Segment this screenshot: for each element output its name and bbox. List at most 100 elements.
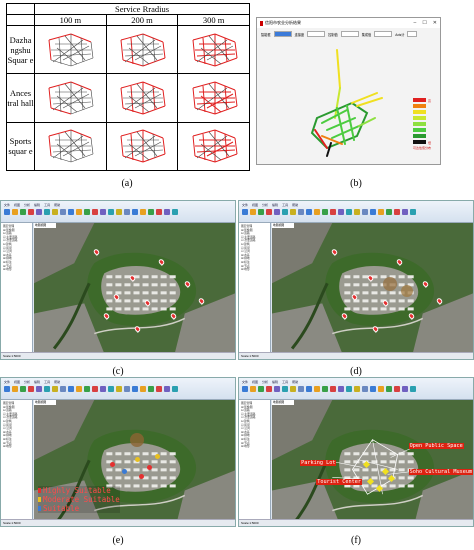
tree-item[interactable]: ⊞ 影像图 (241, 227, 253, 232)
tool-icon[interactable] (410, 209, 416, 215)
poi-marker-icon[interactable] (407, 312, 416, 321)
tree-item[interactable]: ⊞ 水系 (241, 252, 250, 257)
poi-marker-icon[interactable] (102, 312, 111, 321)
poi-marker-icon[interactable] (371, 325, 379, 334)
tool-icon[interactable] (370, 209, 376, 215)
poi-marker-icon[interactable] (92, 247, 101, 256)
ribbon-tab[interactable]: 视图 (252, 203, 259, 207)
poi-marker-icon[interactable] (113, 293, 121, 301)
tab-map-view[interactable]: 地图视图 (34, 223, 56, 228)
tree-item[interactable]: ⊞ 地形 (3, 267, 12, 272)
tree-item[interactable]: ⊞ 影像图 (3, 404, 15, 409)
tool-icon[interactable] (322, 209, 328, 215)
tool-icon[interactable] (164, 209, 170, 215)
tool-icon[interactable] (306, 386, 312, 392)
tree-item[interactable]: ⊞ 标注 (241, 436, 250, 441)
poi-marker-icon[interactable] (435, 296, 444, 305)
poi-marker-icon[interactable] (129, 273, 137, 282)
tree-item[interactable]: ⊞ 节点 (3, 440, 12, 445)
tool-icon[interactable] (362, 386, 368, 392)
ribbon-tab[interactable]: 视图 (252, 380, 259, 384)
tool-icon[interactable] (4, 386, 10, 392)
tree-item[interactable]: ⊞ 绿地 (241, 256, 250, 261)
tool-icon[interactable] (12, 209, 18, 215)
poi-marker-icon[interactable] (421, 280, 430, 288)
poi-marker-icon[interactable] (157, 258, 165, 266)
tool-icon[interactable] (28, 209, 34, 215)
tool-icon[interactable] (4, 209, 10, 215)
tool-icon[interactable] (108, 209, 114, 215)
tree-item[interactable]: ⊟ 建筑 (241, 418, 250, 423)
tree-item[interactable]: ⊞ 标注 (241, 259, 250, 264)
tool-icon[interactable] (298, 209, 304, 215)
tree-item[interactable]: ⊞ 节点 (241, 263, 250, 268)
poi-marker-icon[interactable] (367, 273, 375, 282)
tool-icon[interactable] (394, 209, 400, 215)
tool-icon[interactable] (354, 209, 360, 215)
tool-icon[interactable] (258, 209, 264, 215)
tree-item[interactable]: ⊞ 地形 (241, 267, 250, 272)
tree-item[interactable]: ⊞ 水系 (241, 429, 250, 434)
tool-icon[interactable] (68, 209, 74, 215)
poi-marker-icon[interactable] (395, 258, 403, 266)
tool-icon[interactable] (156, 386, 162, 392)
poi-marker-icon[interactable] (330, 247, 339, 256)
close-icon[interactable]: ✕ (432, 20, 437, 26)
tool-icon[interactable] (290, 209, 296, 215)
tree-item[interactable]: ⊞ 绿地 (3, 256, 12, 261)
ribbon-tab[interactable]: 编辑 (34, 203, 41, 207)
tool-icon[interactable] (338, 209, 344, 215)
tool-icon[interactable] (386, 209, 392, 215)
ribbon-tab[interactable]: 编辑 (272, 380, 279, 384)
tool-icon[interactable] (52, 386, 58, 392)
suitability-marker-icon[interactable] (154, 453, 160, 459)
poi-marker-icon[interactable] (143, 299, 151, 308)
ribbon-tab[interactable]: 分析 (262, 380, 269, 384)
suitability-marker-icon[interactable] (146, 465, 152, 471)
tree-item[interactable]: ⊟ 建筑 (3, 241, 12, 246)
tool-icon[interactable] (362, 209, 368, 215)
ribbon-tab[interactable]: 分析 (262, 203, 269, 207)
ribbon-tab[interactable]: 视图 (14, 203, 21, 207)
ribbon-tab[interactable]: 工具 (282, 380, 289, 384)
tree-item[interactable]: ☑ 次要道路 (3, 415, 18, 420)
tree-item[interactable]: ☑ 民居 (241, 422, 250, 427)
field-input[interactable] (307, 31, 326, 37)
ribbon-tab[interactable]: 帮助 (54, 380, 61, 384)
tree-item[interactable]: 图层管理 (3, 401, 15, 405)
tree-item[interactable]: ☑ 民居 (241, 245, 250, 250)
tool-icon[interactable] (370, 386, 376, 392)
tool-icon[interactable] (298, 386, 304, 392)
tool-icon[interactable] (274, 386, 280, 392)
suitability-marker-icon[interactable] (122, 469, 128, 475)
tree-item[interactable]: ☑ 民居 (3, 422, 12, 427)
suitability-marker-icon[interactable] (134, 457, 140, 463)
tool-icon[interactable] (140, 386, 146, 392)
tool-icon[interactable] (76, 209, 82, 215)
field-input[interactable] (407, 31, 418, 37)
tool-icon[interactable] (330, 209, 336, 215)
tree-item[interactable]: ⊟ 道路 (241, 231, 250, 236)
tool-icon[interactable] (314, 386, 320, 392)
tree-item[interactable]: ⊟ 道路 (241, 408, 250, 413)
tree-item[interactable]: ⊞ 影像图 (3, 227, 15, 232)
tree-item[interactable]: ⊞ 水系 (3, 252, 12, 257)
maximize-icon[interactable]: ☐ (422, 20, 427, 26)
tool-icon[interactable] (100, 386, 106, 392)
tree-item[interactable]: ☑ 公共 (241, 249, 250, 254)
tool-icon[interactable] (148, 386, 154, 392)
tree-item[interactable]: ⊞ 节点 (241, 440, 250, 445)
tree-item[interactable]: ⊞ 地形 (241, 444, 250, 449)
tool-icon[interactable] (172, 209, 178, 215)
tree-item[interactable]: ☑ 次要道路 (241, 238, 256, 243)
tree-item[interactable]: ⊞ 地形 (3, 444, 12, 449)
tool-icon[interactable] (274, 209, 280, 215)
tree-item[interactable]: ⊞ 绿地 (3, 433, 12, 438)
ribbon-tab[interactable]: 文件 (4, 380, 11, 384)
tool-icon[interactable] (44, 386, 50, 392)
tool-icon[interactable] (402, 386, 408, 392)
tool-icon[interactable] (394, 386, 400, 392)
tool-icon[interactable] (52, 209, 58, 215)
field-input[interactable] (374, 31, 393, 37)
tree-item[interactable]: 图层管理 (241, 401, 253, 405)
